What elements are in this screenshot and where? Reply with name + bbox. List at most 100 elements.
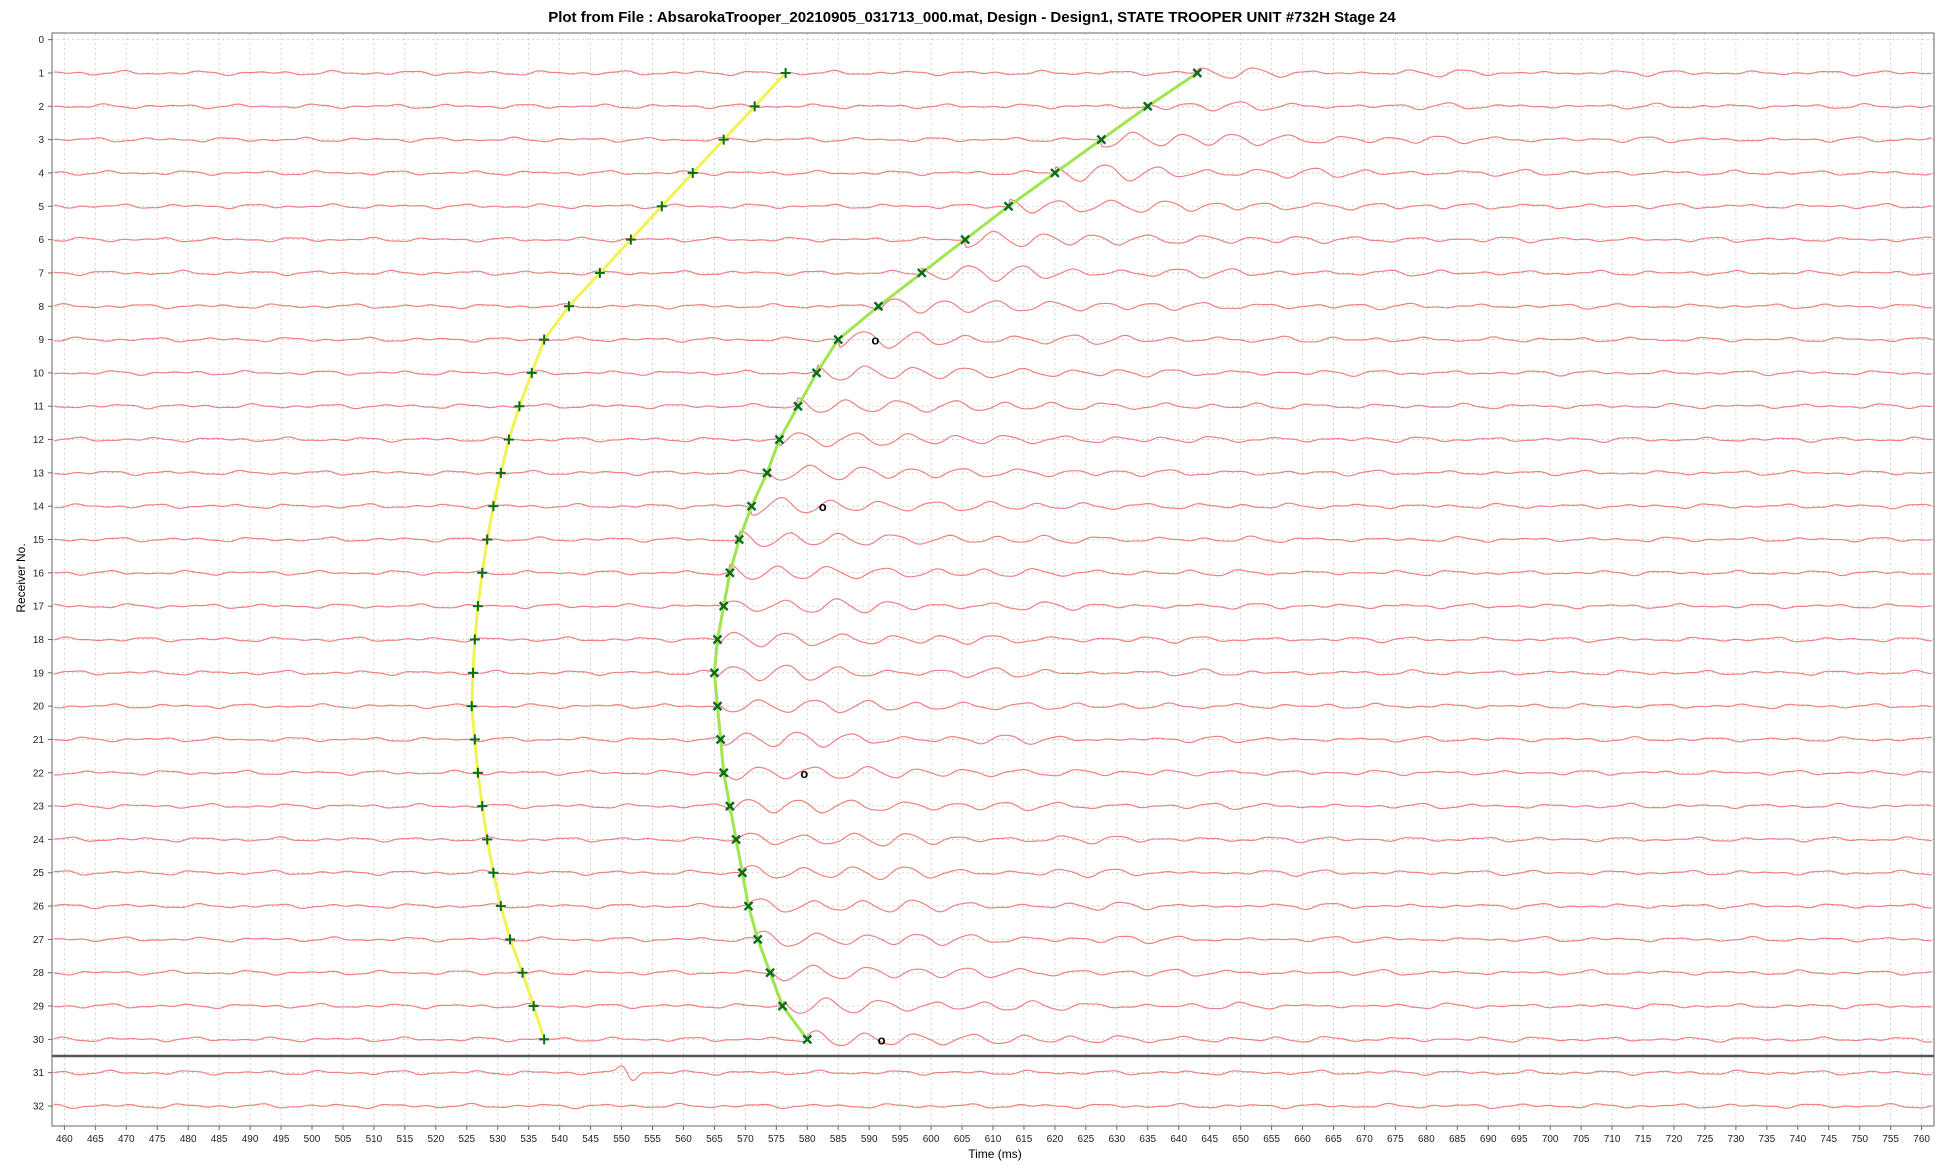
pick-x-b — [1096, 134, 1107, 145]
x-tick-label: 635 — [1139, 1134, 1156, 1145]
y-axis-label: Receiver No. — [14, 543, 28, 612]
y-tick-label: 22 — [33, 768, 45, 779]
x-tick-label: 755 — [1882, 1134, 1899, 1145]
pick-x-b — [793, 401, 803, 412]
waveform-trace — [53, 798, 1933, 814]
pick-x-marker — [752, 934, 763, 945]
x-tick-label: 505 — [335, 1134, 352, 1145]
chart-title: Plot from File : AbsarokaTrooper_2021090… — [548, 9, 1396, 26]
waveform-trace — [53, 364, 1933, 381]
pick-x-b — [1050, 168, 1060, 178]
pick-x-marker — [765, 967, 775, 978]
x-tick-label: 660 — [1294, 1134, 1311, 1145]
pick-x-b — [734, 534, 745, 545]
waveform-trace — [53, 699, 1933, 714]
x-axis-label: Time (ms) — [968, 1147, 1022, 1161]
pick-x-b — [1142, 101, 1153, 112]
y-tick-label: 27 — [33, 935, 45, 946]
pick-curve-2 — [712, 71, 1199, 1041]
pick-x-marker — [833, 334, 844, 345]
pick-x-marker — [793, 401, 803, 412]
pick-x-b — [811, 368, 822, 378]
y-tick-label: 2 — [38, 102, 44, 113]
pick-plus-marker — [482, 834, 493, 845]
pick-x-b — [743, 901, 754, 911]
waveform-trace — [53, 563, 1933, 580]
pick-x-b — [960, 234, 970, 245]
pick-x-marker — [774, 434, 785, 445]
x-tick-label: 695 — [1511, 1134, 1528, 1145]
pick-x-marker — [1192, 68, 1203, 78]
x-tick-label: 490 — [242, 1134, 259, 1145]
pick-plus-marker — [780, 67, 791, 78]
pick-x-b — [916, 268, 927, 278]
x-tick-label: 520 — [427, 1134, 444, 1145]
x-tick-label: 690 — [1480, 1134, 1497, 1145]
pick-x-b — [774, 434, 785, 445]
pick-plus-marker — [687, 167, 698, 178]
x-tick-label: 530 — [489, 1134, 506, 1145]
waveform-trace — [53, 265, 1933, 282]
x-tick-label: 590 — [861, 1134, 878, 1145]
waveform-trace — [53, 131, 1933, 148]
x-tick-label: 600 — [923, 1134, 940, 1145]
pick-x-marker — [709, 667, 720, 678]
pick-plus-marker — [656, 201, 667, 212]
y-tick-label: 30 — [33, 1035, 45, 1046]
pick-x-b — [873, 301, 884, 312]
x-tick-label: 760 — [1913, 1134, 1930, 1145]
pick-x-marker — [725, 567, 735, 578]
pick-plus-marker — [526, 367, 537, 378]
pick-plus-marker — [488, 501, 499, 512]
pick-x-b — [762, 468, 772, 478]
x-tick-label: 495 — [273, 1134, 290, 1145]
x-tick-label: 745 — [1820, 1134, 1837, 1145]
y-tick-label: 9 — [38, 335, 44, 346]
waveform-trace — [53, 67, 1933, 79]
pick-x-marker — [762, 468, 772, 478]
x-tick-label: 630 — [1108, 1134, 1125, 1145]
waveform-trace — [53, 464, 1933, 481]
waveform-trace — [53, 164, 1933, 183]
pick-plus-marker — [505, 934, 516, 945]
x-tick-label: 585 — [830, 1134, 847, 1145]
pick-plus-marker — [594, 267, 605, 278]
x-tick-label: 665 — [1325, 1134, 1342, 1145]
x-tick-label: 715 — [1635, 1134, 1652, 1145]
waveform-trace — [54, 731, 1933, 748]
x-tick-label: 610 — [985, 1134, 1002, 1145]
x-tick-label: 565 — [706, 1134, 723, 1145]
pick-plus-marker — [477, 567, 488, 578]
pick-x-b — [718, 767, 729, 778]
waveform-trace — [53, 898, 1933, 913]
pick-plus-marker — [469, 634, 480, 645]
x-tick-label: 620 — [1047, 1134, 1064, 1145]
y-tick-label: 28 — [33, 968, 45, 979]
x-tick-label: 550 — [613, 1134, 630, 1145]
waveform-trace — [53, 664, 1933, 682]
y-tick-label: 21 — [33, 735, 45, 746]
y-tick-label: 0 — [38, 35, 44, 46]
x-tick-label: 670 — [1356, 1134, 1373, 1145]
y-tick-label: 17 — [33, 602, 45, 613]
pick-x-marker — [1142, 101, 1153, 112]
x-tick-label: 485 — [211, 1134, 228, 1145]
y-tick-label: 14 — [33, 502, 45, 513]
waveform-trace — [53, 432, 1933, 448]
y-tick-label: 12 — [33, 435, 45, 446]
pick-x-b — [1192, 68, 1203, 78]
pick-x-marker — [734, 534, 745, 545]
pick-plus-marker — [466, 701, 477, 712]
pick-plus-marker — [517, 967, 528, 978]
x-tick-label: 720 — [1666, 1134, 1683, 1145]
x-tick-label: 675 — [1387, 1134, 1404, 1145]
y-tick-label: 16 — [33, 568, 45, 579]
waveform-trace — [53, 298, 1933, 314]
x-tick-label: 510 — [366, 1134, 383, 1145]
y-tick-label: 23 — [33, 802, 45, 813]
x-tick-label: 545 — [582, 1134, 599, 1145]
waveform-trace — [53, 864, 1933, 881]
y-tick-label: 8 — [38, 302, 44, 313]
pick-x-marker — [712, 634, 723, 645]
pick-x-marker — [811, 368, 822, 378]
